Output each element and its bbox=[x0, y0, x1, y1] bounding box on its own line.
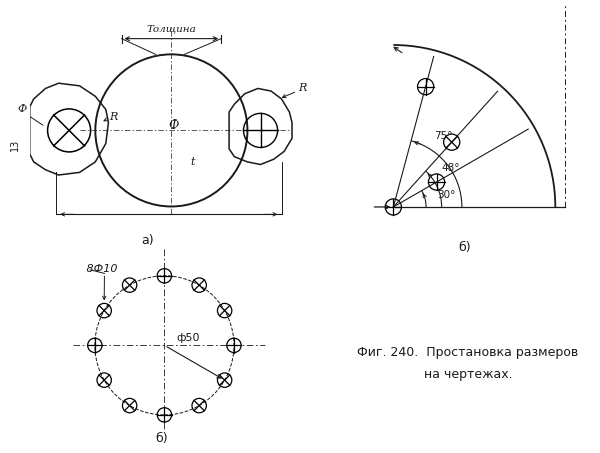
Text: Фиг. 240.  Простановка размеров: Фиг. 240. Простановка размеров bbox=[358, 346, 578, 359]
Text: t: t bbox=[190, 157, 194, 167]
Text: 8Ф10: 8Ф10 bbox=[76, 264, 117, 274]
Text: на чертежах.: на чертежах. bbox=[424, 368, 512, 381]
Text: 75°: 75° bbox=[434, 131, 452, 141]
Text: Ф: Ф bbox=[17, 105, 26, 115]
Text: R: R bbox=[109, 112, 118, 122]
Text: б): б) bbox=[155, 432, 169, 445]
Text: R: R bbox=[298, 83, 307, 93]
Text: б): б) bbox=[458, 241, 472, 254]
Text: ф50: ф50 bbox=[176, 333, 200, 343]
Text: Толщина: Толщина bbox=[146, 24, 196, 34]
Text: 48°: 48° bbox=[441, 164, 460, 173]
Text: 30°: 30° bbox=[437, 190, 456, 200]
Text: а): а) bbox=[142, 234, 154, 247]
Text: 13: 13 bbox=[10, 139, 20, 151]
Text: Ф: Ф bbox=[169, 119, 179, 132]
